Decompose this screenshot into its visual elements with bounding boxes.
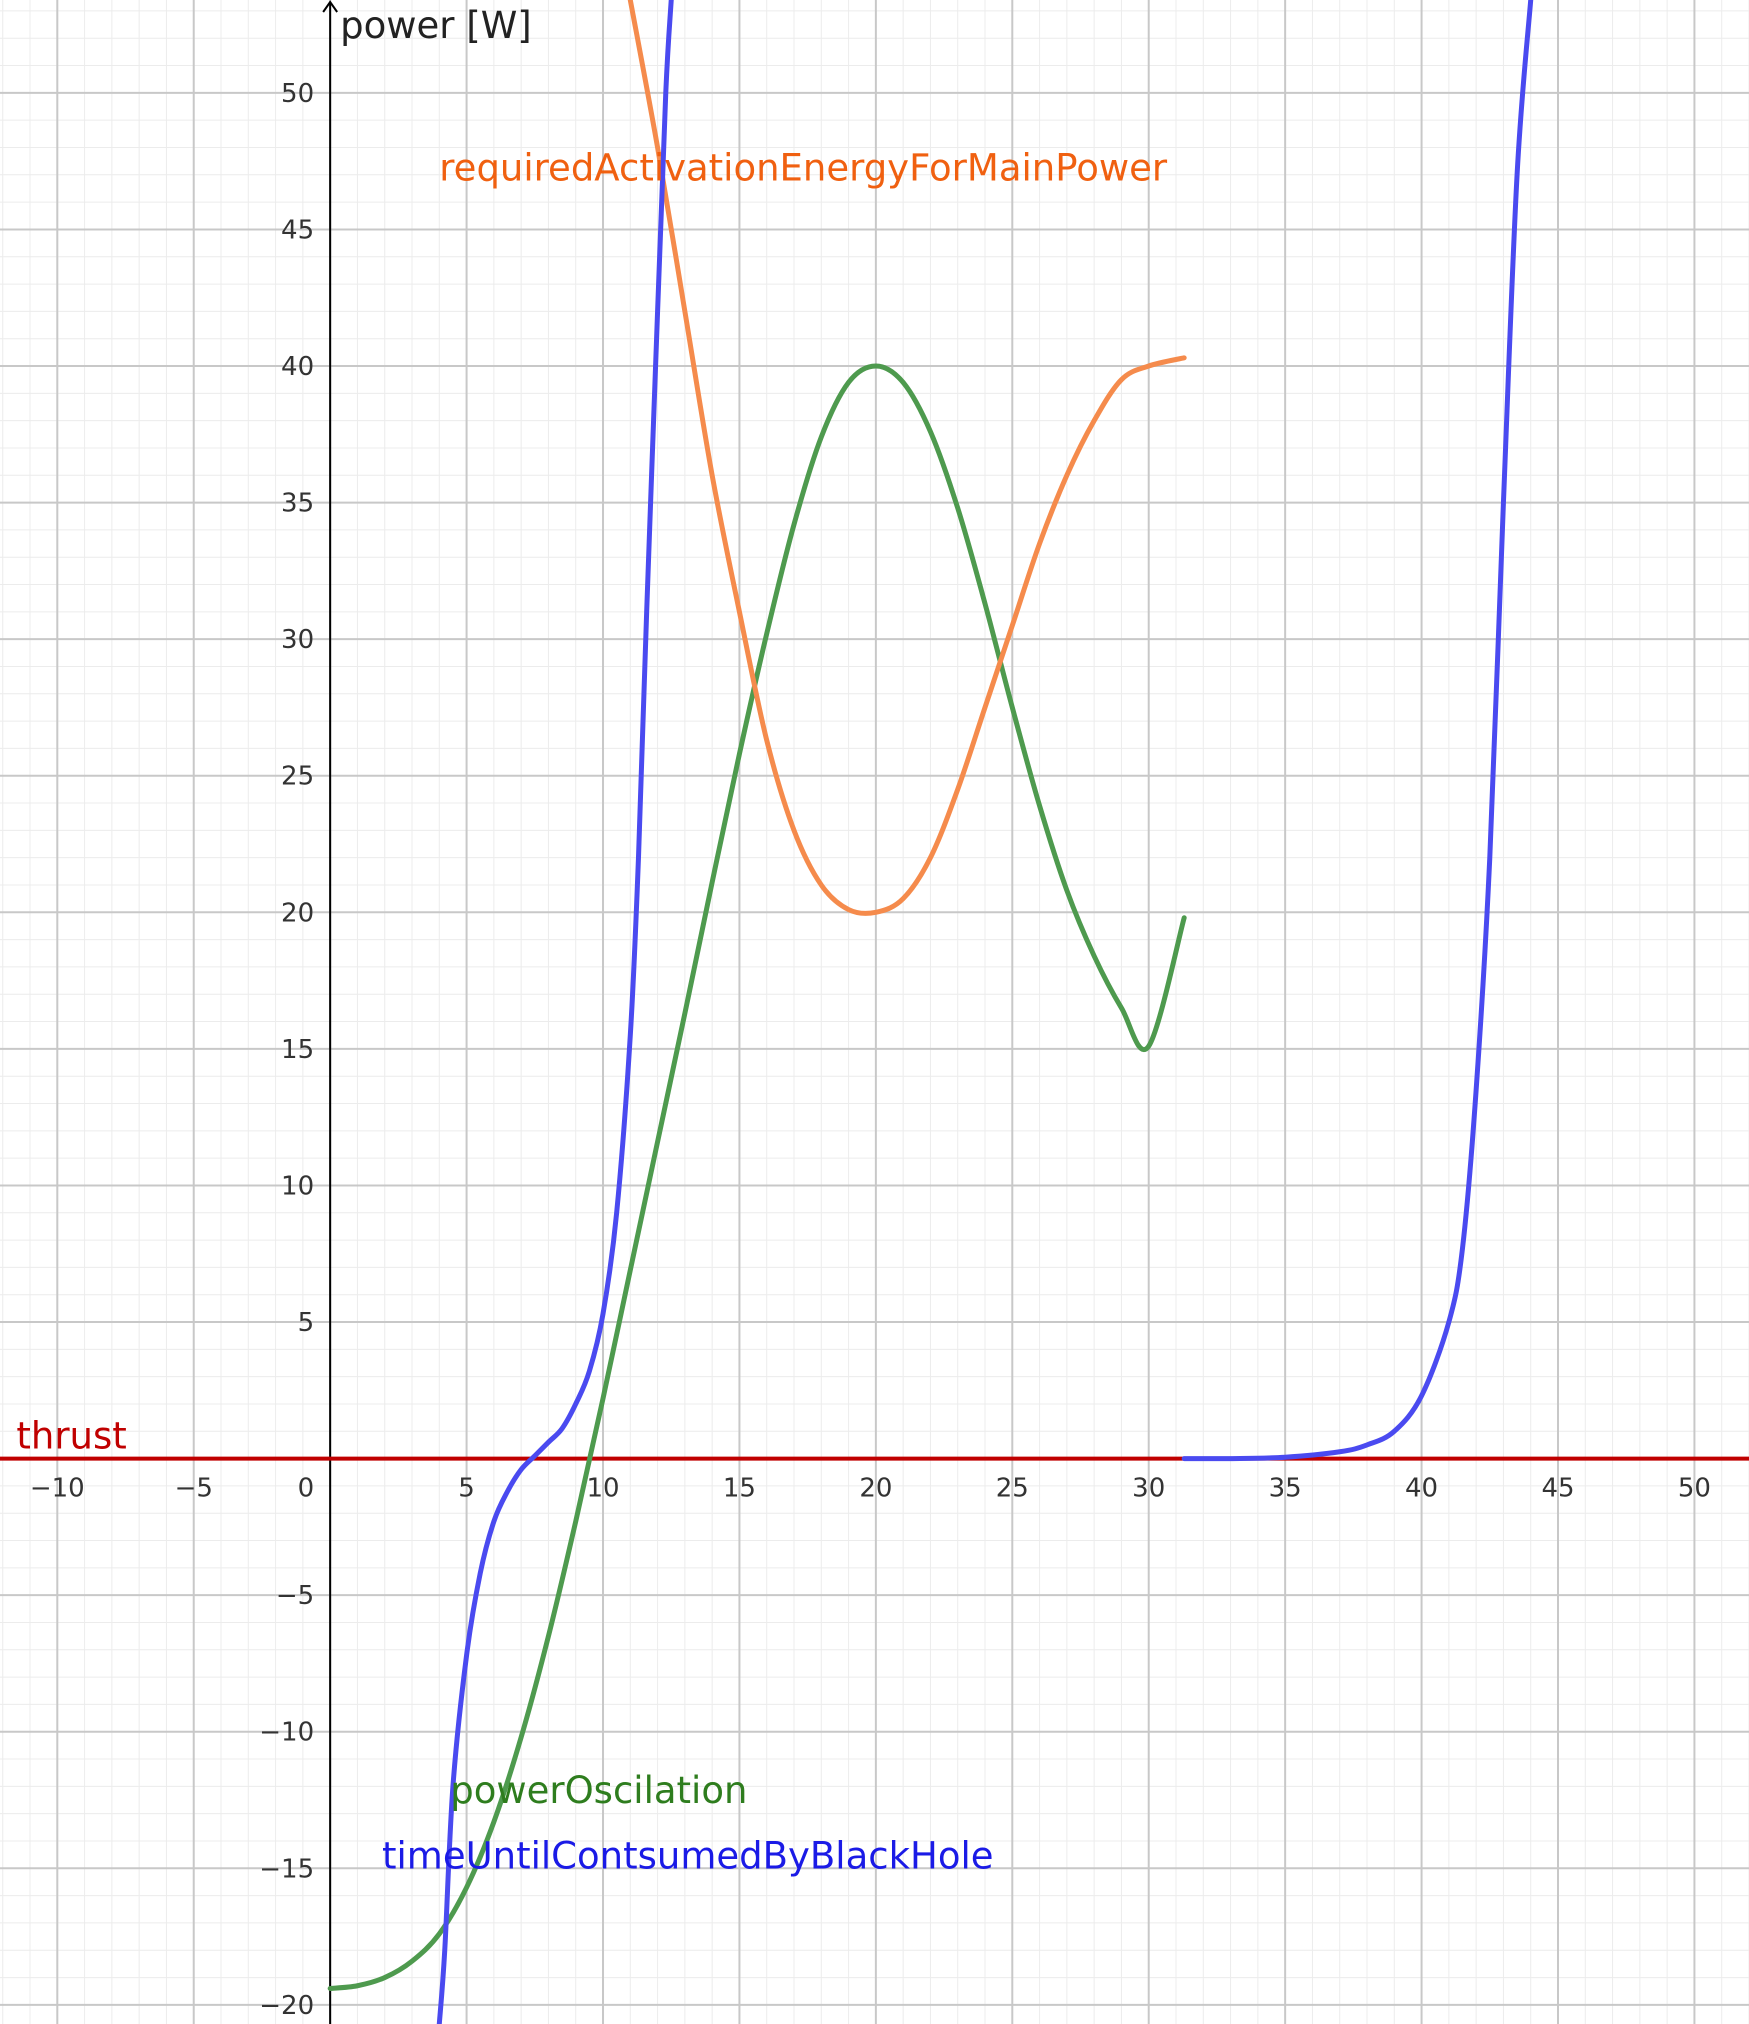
x-tick-label: 35 xyxy=(1269,1474,1302,1504)
x-tick-label: 40 xyxy=(1405,1474,1438,1504)
x-tick-label: 10 xyxy=(586,1474,619,1504)
power-oscilation-label: powerOscilation xyxy=(450,1769,747,1812)
x-tick-label: 45 xyxy=(1541,1474,1574,1504)
origin-tick-label: 0 xyxy=(298,1474,315,1504)
x-tick-label: 25 xyxy=(996,1474,1029,1504)
y-tick-label: 50 xyxy=(281,79,314,109)
y-tick-label: −5 xyxy=(276,1581,314,1611)
y-tick-label: 15 xyxy=(281,1035,314,1065)
x-tick-label: 50 xyxy=(1678,1474,1711,1504)
y-tick-label: 35 xyxy=(281,489,314,519)
y-tick-labels: −20 −15 −10 −5 5 10 15 20 25 30 35 40 45 50 xyxy=(259,79,314,2021)
thrust-label: thrust xyxy=(16,1415,126,1458)
y-tick-label: 10 xyxy=(281,1171,314,1201)
x-tick-label: 20 xyxy=(859,1474,892,1504)
time-until-contsumed-by-black-hole-curve xyxy=(436,0,674,2024)
required-activation-energy-label: requiredActivationEnergyForMainPower xyxy=(439,146,1168,189)
x-tick-label: 15 xyxy=(723,1474,756,1504)
y-tick-label: 20 xyxy=(281,898,314,928)
time-until-contsumed-by-black-hole-curve xyxy=(1181,0,1534,1462)
y-tick-label: 30 xyxy=(281,625,314,655)
y-tick-label: −15 xyxy=(259,1854,314,1884)
x-tick-label: −10 xyxy=(30,1474,85,1504)
power-oscilation-curve xyxy=(327,363,1187,1991)
time-until-consumed-label: timeUntilContsumedByBlackHole xyxy=(382,1834,994,1877)
y-tick-label: 25 xyxy=(281,762,314,792)
x-tick-label: 5 xyxy=(458,1474,475,1504)
y-tick-label: −10 xyxy=(259,1718,314,1748)
required-activation-energy-for-main-power-curve xyxy=(627,0,1187,916)
x-tick-label: 30 xyxy=(1132,1474,1165,1504)
y-tick-label: 5 xyxy=(298,1308,315,1338)
x-tick-label: −5 xyxy=(175,1474,213,1504)
x-tick-labels: −10 −5 5 10 15 20 25 30 35 40 45 50 xyxy=(30,1474,1711,1504)
y-tick-label: −20 xyxy=(259,1991,314,2021)
y-tick-label: 40 xyxy=(281,352,314,382)
y-tick-label: 45 xyxy=(281,215,314,245)
y-axis-title: power [W] xyxy=(340,4,532,47)
y-axis-arrow-icon xyxy=(322,0,338,13)
